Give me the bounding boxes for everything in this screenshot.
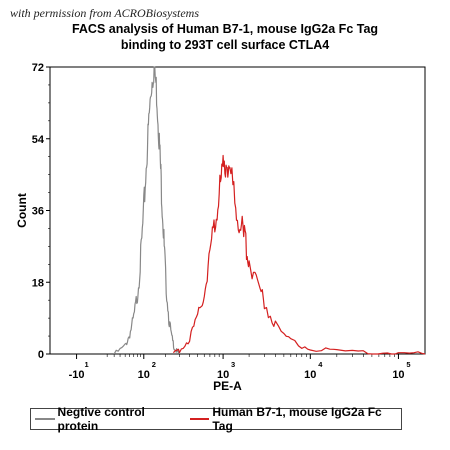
x-tick-exponent: 3 (231, 360, 235, 369)
y-tick-label: 36 (32, 206, 44, 218)
x-tick-exponent: 1 (84, 360, 88, 369)
legend-label-negative-control: Negtive control protein (57, 405, 145, 433)
legend-item-human-b7-1: Human B7-1, mouse IgG2a Fc Tag (189, 405, 401, 433)
x-tick-label: 10 (217, 369, 229, 381)
y-tick-label: 54 (32, 134, 45, 146)
chart-title-line-1: FACS analysis of Human B7-1, mouse IgG2a… (71, 22, 379, 36)
series-line-negative-control (113, 66, 181, 355)
legend-swatch-negative-control (35, 418, 55, 420)
y-tick-label: 72 (32, 62, 44, 74)
y-tick-label: 18 (32, 277, 44, 289)
y-tick-label: 0 (38, 349, 44, 361)
chart-legend: Negtive control protein Human B7-1, mous… (30, 405, 402, 433)
x-tick-label: -10 (69, 369, 85, 381)
watermark-text: with permission from ACROBiosystems (10, 6, 200, 20)
x-tick-exponent: 5 (406, 360, 410, 369)
chart-title-line-2: binding to 293T cell surface CTLA4 (120, 38, 330, 52)
x-tick-exponent: 4 (318, 360, 323, 369)
x-tick-label: 10 (392, 369, 404, 381)
y-axis-label: Count (15, 193, 29, 228)
x-tick-label: 10 (304, 369, 316, 381)
x-tick-exponent: 2 (152, 360, 156, 369)
legend-label-human-b7-1: Human B7-1, mouse IgG2a Fc Tag (212, 405, 382, 433)
legend-swatch-human-b7-1 (189, 418, 210, 420)
legend-item-negative-control: Negtive control protein (35, 405, 186, 433)
plot-frame (49, 66, 426, 355)
x-tick-label: 10 (138, 369, 150, 381)
x-axis-label: PE-A (213, 379, 242, 393)
series-line-human-b7-1 (172, 154, 426, 355)
